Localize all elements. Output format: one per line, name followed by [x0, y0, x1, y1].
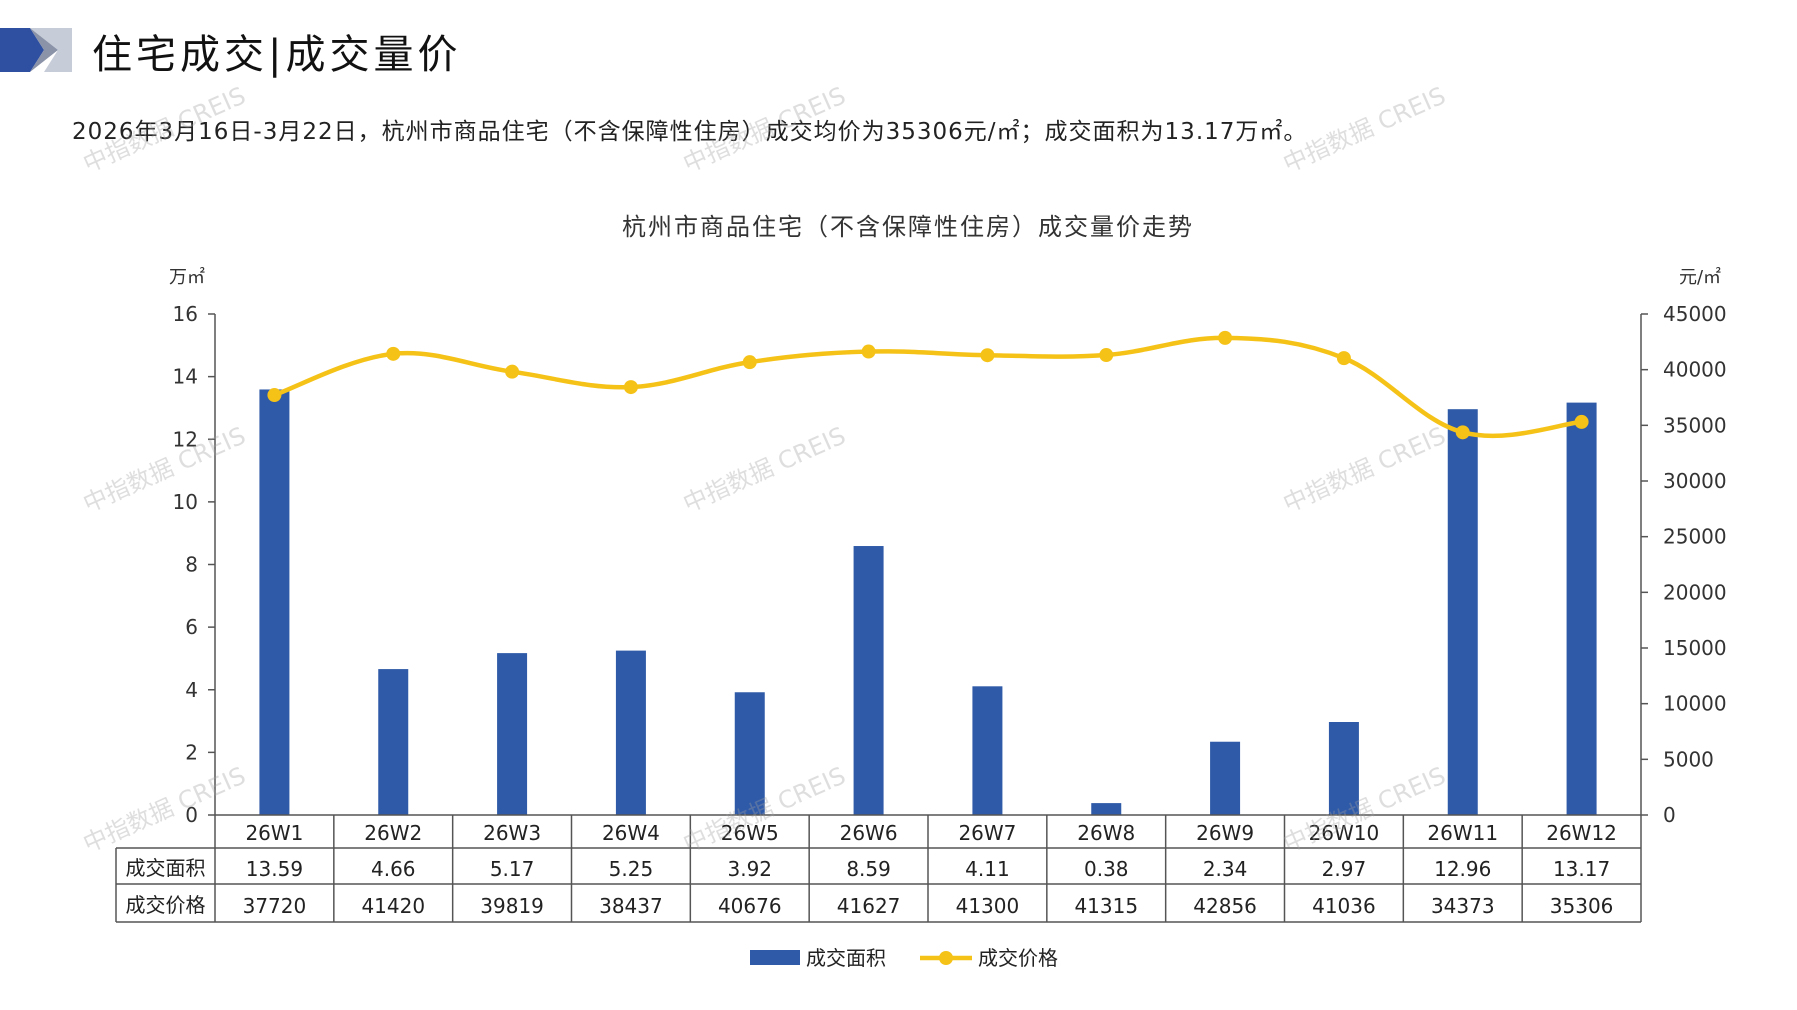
x-tick-label: 26W5 [721, 821, 779, 845]
table-area-value: 2.97 [1322, 857, 1367, 881]
y-right-tick-label: 35000 [1663, 413, 1727, 437]
y-left-tick-label: 8 [185, 553, 198, 577]
bar-26W1 [259, 389, 290, 815]
table-price-value: 42856 [1193, 894, 1257, 918]
legend-bar-label: 成交面积 [806, 946, 886, 970]
x-tick-label: 26W11 [1427, 821, 1498, 845]
table-area-value: 2.34 [1203, 857, 1248, 881]
table-price-value: 37720 [243, 894, 307, 918]
bar-26W7 [972, 686, 1003, 815]
y-left-tick-label: 6 [185, 615, 198, 639]
summary-text: 2026年3月16日-3月22日，杭州市商品住宅（不含保障性住房）成交均价为35… [72, 119, 1308, 145]
table-price-value: 41420 [361, 894, 425, 918]
y-left-tick-label: 2 [185, 740, 198, 764]
x-tick-label: 26W1 [245, 821, 303, 845]
x-tick-label: 26W3 [483, 821, 541, 845]
table-area-value: 13.17 [1553, 857, 1610, 881]
table-area-value: 8.59 [846, 857, 891, 881]
bar-26W10 [1328, 722, 1359, 815]
price-point-26W12 [1574, 414, 1589, 429]
bar-26W2 [378, 669, 409, 815]
price-point-26W4 [623, 380, 638, 395]
y-right-tick-label: 45000 [1663, 302, 1727, 326]
table-area-value: 13.59 [246, 857, 303, 881]
page-title: 住宅成交|成交量价 [92, 32, 462, 78]
y-left-tick-label: 16 [173, 302, 198, 326]
x-tick-label: 26W8 [1077, 821, 1135, 845]
bar-26W9 [1210, 741, 1241, 815]
price-point-26W6 [861, 344, 876, 359]
table-area-value: 12.96 [1434, 857, 1491, 881]
legend-bar-swatch [750, 950, 800, 965]
y-right-tick-label: 10000 [1663, 692, 1727, 716]
y-right-unit: 元/㎡ [1679, 266, 1721, 288]
price-point-26W5 [742, 355, 757, 370]
x-tick-label: 26W9 [1196, 821, 1254, 845]
y-left-unit: 万㎡ [169, 266, 205, 288]
legend-line-marker [939, 951, 953, 965]
table-row-label: 成交价格 [126, 893, 206, 917]
table-price-value: 39819 [480, 894, 544, 918]
y-right-tick-label: 15000 [1663, 636, 1727, 660]
x-tick-label: 26W2 [364, 821, 422, 845]
price-point-26W11 [1455, 425, 1470, 440]
price-point-26W7 [980, 348, 995, 363]
y-left-tick-label: 0 [185, 803, 198, 827]
price-point-26W10 [1336, 351, 1351, 366]
table-area-value: 5.17 [490, 857, 535, 881]
price-point-26W1 [267, 388, 282, 403]
y-left-tick-label: 12 [173, 427, 198, 451]
table-price-value: 41036 [1312, 894, 1376, 918]
x-tick-label: 26W6 [840, 821, 898, 845]
y-right-tick-label: 0 [1663, 803, 1676, 827]
x-tick-label: 26W7 [958, 821, 1016, 845]
table-area-value: 0.38 [1084, 857, 1129, 881]
y-right-tick-label: 30000 [1663, 469, 1727, 493]
x-tick-label: 26W10 [1309, 821, 1380, 845]
price-point-26W2 [386, 346, 401, 361]
legend-line-label: 成交价格 [978, 946, 1058, 970]
table-price-value: 41300 [956, 894, 1020, 918]
y-left-tick-label: 4 [185, 678, 198, 702]
y-left-tick-label: 14 [173, 365, 198, 389]
bar-26W4 [615, 650, 646, 815]
bar-26W11 [1447, 409, 1478, 815]
x-tick-label: 26W4 [602, 821, 660, 845]
header-logo-mark [0, 28, 72, 72]
bar-26W5 [734, 692, 765, 815]
price-line [273, 335, 1582, 439]
table-price-value: 40676 [718, 894, 782, 918]
y-left-tick-label: 10 [173, 490, 198, 514]
bar-26W12 [1566, 402, 1597, 815]
chart-title: 杭州市商品住宅（不含保障性住房）成交量价走势 [622, 213, 1194, 241]
bar-26W8 [1091, 803, 1122, 815]
table-area-value: 4.11 [965, 857, 1010, 881]
table-price-value: 38437 [599, 894, 663, 918]
bar-26W6 [853, 546, 884, 815]
price-point-26W9 [1218, 330, 1233, 345]
price-point-26W3 [505, 364, 520, 379]
table-area-value: 4.66 [371, 857, 416, 881]
table-row-label: 成交面积 [126, 856, 206, 880]
table-price-value: 41315 [1074, 894, 1138, 918]
x-tick-label: 26W12 [1546, 821, 1617, 845]
table-area-value: 5.25 [609, 857, 654, 881]
table-price-value: 34373 [1431, 894, 1495, 918]
table-area-value: 3.92 [727, 857, 772, 881]
table-price-value: 35306 [1550, 894, 1614, 918]
y-right-tick-label: 25000 [1663, 525, 1727, 549]
table-price-value: 41627 [837, 894, 901, 918]
y-right-tick-label: 20000 [1663, 580, 1727, 604]
bar-26W3 [497, 653, 528, 815]
y-right-tick-label: 40000 [1663, 358, 1727, 382]
y-right-tick-label: 5000 [1663, 747, 1714, 771]
price-point-26W8 [1099, 348, 1114, 363]
